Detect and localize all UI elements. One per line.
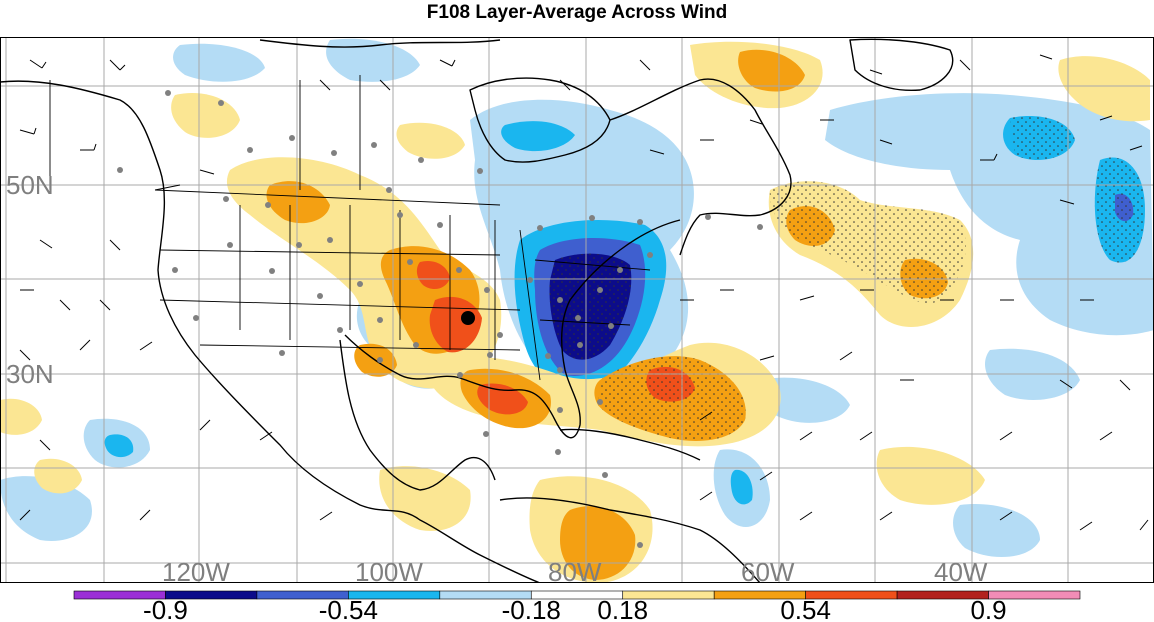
contour-pos-red-plains xyxy=(416,260,450,290)
colorbar-tick: -0.9 xyxy=(143,595,188,622)
coast-west xyxy=(0,80,541,583)
lon-label: 60W xyxy=(741,557,795,587)
contour-neg-mid-pac xyxy=(104,434,134,458)
contour-pos-light-atl3 xyxy=(876,446,985,505)
stipple-neg-atl xyxy=(1010,116,1075,160)
anomaly-contours xyxy=(0,38,1154,583)
contour-pos-orange-north xyxy=(266,181,330,224)
contour-pos-orange-sa xyxy=(560,506,636,580)
contour-neg-mid-carib xyxy=(730,469,753,505)
contour-pos-light-pac xyxy=(0,398,42,435)
colorbar xyxy=(73,590,1081,600)
graticule xyxy=(0,37,1154,583)
lon-label: 80W xyxy=(548,557,602,587)
colorbar-tick-labels: -0.9 -0.54 -0.18 0.18 0.54 0.9 xyxy=(143,595,1007,622)
coast-cuba xyxy=(559,428,701,461)
colorbar-tick: -0.54 xyxy=(319,595,378,622)
contour-neg-light-atl3 xyxy=(953,504,1040,558)
contour-pos-light-ne-atl2 xyxy=(1058,56,1150,122)
lat-label: 30N xyxy=(6,359,54,389)
contour-pos-red-gulf xyxy=(477,383,528,415)
station-dots xyxy=(117,90,763,548)
coast-greenland xyxy=(849,38,954,92)
lon-label: 100W xyxy=(355,557,423,587)
contour-neg-light-atlantic xyxy=(825,93,1154,336)
coast-arctic xyxy=(259,39,501,48)
stipple-atl xyxy=(598,356,746,441)
stipple-neg-core xyxy=(549,253,632,360)
map-title: F108 Layer-Average Across Wind xyxy=(426,2,728,23)
lon-label: 40W xyxy=(934,557,988,587)
coast-sa xyxy=(499,497,761,583)
political-borders xyxy=(49,75,651,381)
latitude-labels: 50N 30N xyxy=(6,170,54,389)
wind-barbs xyxy=(19,54,1149,531)
colorbar-tick: 0.18 xyxy=(597,595,648,622)
contour-pos-orange-ne xyxy=(738,49,805,92)
coast-labrador xyxy=(609,78,792,256)
lon-label: 120W xyxy=(162,557,230,587)
lat-label: 50N xyxy=(6,170,54,200)
stipple-neg-atl2 xyxy=(1094,157,1145,263)
stipple-nf xyxy=(769,181,966,305)
contour-neg-light-pacific2 xyxy=(0,476,92,541)
longitude-labels: 120W 100W 80W 60W 40W xyxy=(162,557,988,587)
contour-pos-red-ms xyxy=(429,296,482,353)
contour-pos-light-north xyxy=(396,122,465,159)
coastlines xyxy=(0,38,954,583)
colorbar-tick: 0.9 xyxy=(970,595,1006,622)
contour-neg-mid-hudson xyxy=(501,121,575,152)
coast-gulf xyxy=(344,219,681,439)
coast-mexico xyxy=(339,339,496,491)
colorbar-tick: 0.54 xyxy=(780,595,831,622)
coast-hudson xyxy=(469,77,611,163)
colorbar-tick: -0.18 xyxy=(502,595,561,622)
location-marker xyxy=(461,311,475,325)
contour-neg-light-west xyxy=(326,38,420,82)
colorbar-swatch xyxy=(988,590,1081,600)
contour-pos-light-pac2 xyxy=(34,458,82,494)
contour-neg-light-west2 xyxy=(173,43,265,82)
